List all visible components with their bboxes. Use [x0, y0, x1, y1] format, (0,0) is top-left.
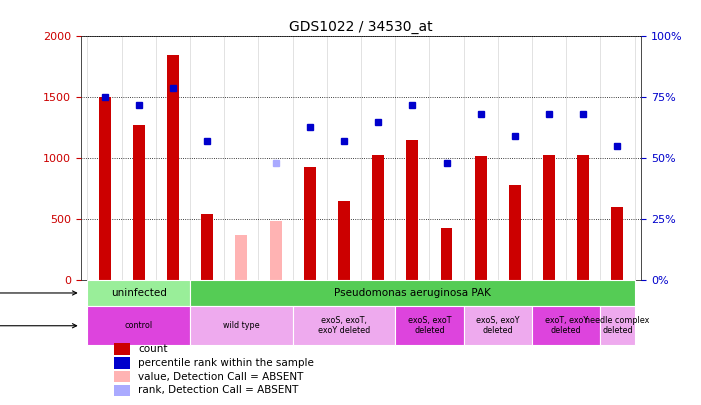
Bar — [600, 306, 634, 345]
Bar — [509, 185, 521, 280]
Bar — [543, 155, 555, 280]
Bar — [440, 228, 452, 280]
Text: uninfected: uninfected — [111, 288, 167, 298]
Bar — [190, 306, 292, 345]
Bar — [88, 280, 190, 306]
Title: GDS1022 / 34530_at: GDS1022 / 34530_at — [290, 20, 433, 34]
Text: control: control — [125, 321, 153, 330]
Text: exoS, exoT
deleted: exoS, exoT deleted — [408, 316, 451, 335]
Bar — [167, 55, 179, 280]
Bar — [463, 306, 532, 345]
Text: value, Detection Call = ABSENT: value, Detection Call = ABSENT — [138, 372, 304, 382]
Text: infection: infection — [0, 288, 76, 298]
Bar — [611, 207, 623, 280]
Text: exoS, exoY
deleted: exoS, exoY deleted — [476, 316, 519, 335]
Bar — [114, 371, 130, 382]
Bar — [407, 140, 418, 280]
Bar — [236, 235, 247, 280]
Bar — [132, 125, 144, 280]
Text: percentile rank within the sample: percentile rank within the sample — [138, 358, 314, 368]
Text: count: count — [138, 344, 168, 354]
Bar — [114, 343, 130, 355]
Bar — [88, 306, 190, 345]
Bar — [338, 201, 350, 280]
Text: exoS, exoT,
exoY deleted: exoS, exoT, exoY deleted — [318, 316, 370, 335]
Bar — [114, 384, 130, 396]
Bar — [372, 155, 384, 280]
Bar — [395, 306, 463, 345]
Bar — [201, 214, 213, 280]
Text: Pseudomonas aeruginosa PAK: Pseudomonas aeruginosa PAK — [334, 288, 491, 298]
Text: genotype/variation: genotype/variation — [0, 321, 76, 331]
Bar — [532, 306, 600, 345]
Bar — [578, 155, 590, 280]
Bar — [292, 306, 395, 345]
Text: wild type: wild type — [223, 321, 259, 330]
Bar — [99, 97, 111, 280]
Bar — [270, 222, 282, 280]
Bar — [304, 167, 315, 280]
Bar — [475, 156, 486, 280]
Text: needle complex
deleted: needle complex deleted — [585, 316, 650, 335]
Text: rank, Detection Call = ABSENT: rank, Detection Call = ABSENT — [138, 385, 299, 395]
Bar — [114, 357, 130, 369]
Text: exoT, exoY
deleted: exoT, exoY deleted — [545, 316, 587, 335]
Bar — [190, 280, 634, 306]
